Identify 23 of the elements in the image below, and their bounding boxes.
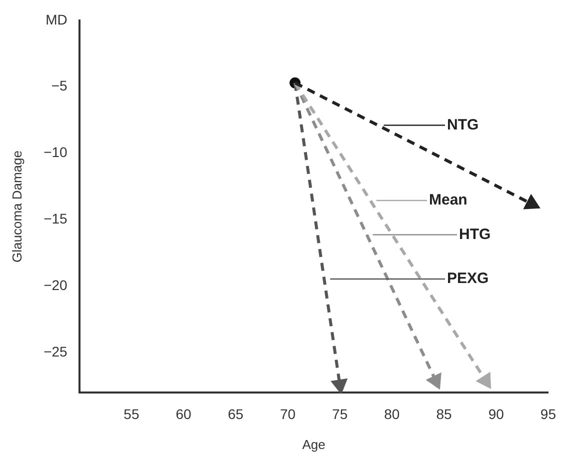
x-tick-label: 95 [540, 406, 556, 422]
x-tick-label: 75 [332, 406, 348, 422]
x-tick-label: 70 [280, 406, 296, 422]
point [427, 373, 442, 388]
y-tick-label: −25 [44, 344, 68, 360]
x-tick-label: 85 [436, 406, 452, 422]
legend-label: NTG [447, 116, 479, 134]
y-tick-label: −10 [44, 144, 68, 160]
y-tick-label: −5 [51, 78, 68, 94]
point [477, 372, 491, 388]
x-tick-label: 60 [176, 406, 192, 422]
x-tick-label: 65 [228, 406, 244, 422]
y-tick-label: MD [46, 11, 68, 28]
x-tick-label: 90 [488, 406, 504, 422]
x-tick-label: 80 [384, 406, 400, 422]
x-axis-title: Age [302, 436, 326, 452]
y-tick-label: −15 [44, 210, 68, 227]
text: PEXG [447, 270, 489, 288]
text: HTG [459, 226, 491, 243]
legend-label: Mean [429, 192, 468, 209]
y-tick-label: −20 [44, 277, 68, 294]
y-axis-title: Glaucoma Damage [9, 150, 24, 262]
x-tick-label: 55 [124, 406, 140, 422]
